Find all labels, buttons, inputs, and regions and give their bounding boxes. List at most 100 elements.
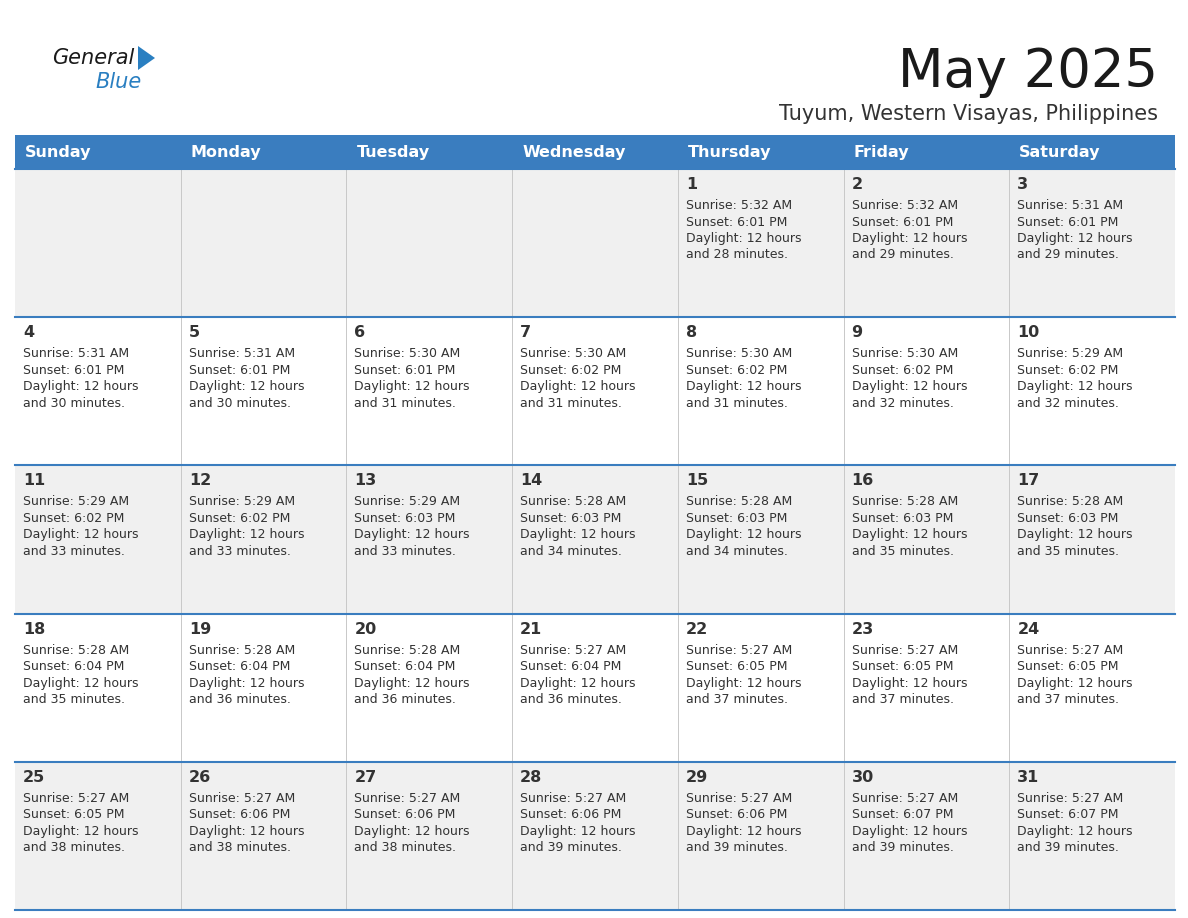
Text: Sunset: 6:07 PM: Sunset: 6:07 PM — [852, 809, 953, 822]
Text: and 39 minutes.: and 39 minutes. — [1017, 841, 1119, 855]
Text: Thursday: Thursday — [688, 144, 771, 160]
Text: Sunset: 6:05 PM: Sunset: 6:05 PM — [23, 809, 125, 822]
Text: Sunset: 6:06 PM: Sunset: 6:06 PM — [354, 809, 456, 822]
Text: 9: 9 — [852, 325, 862, 341]
Text: Sunrise: 5:30 AM: Sunrise: 5:30 AM — [520, 347, 626, 360]
Text: Daylight: 12 hours: Daylight: 12 hours — [189, 677, 304, 689]
Text: Sunset: 6:03 PM: Sunset: 6:03 PM — [354, 512, 456, 525]
Text: Daylight: 12 hours: Daylight: 12 hours — [520, 380, 636, 393]
Text: Daylight: 12 hours: Daylight: 12 hours — [520, 677, 636, 689]
Text: and 30 minutes.: and 30 minutes. — [189, 397, 291, 409]
Text: Sunrise: 5:29 AM: Sunrise: 5:29 AM — [23, 496, 129, 509]
Text: 22: 22 — [685, 621, 708, 636]
Text: and 28 minutes.: and 28 minutes. — [685, 249, 788, 262]
Text: 28: 28 — [520, 770, 543, 785]
Text: and 29 minutes.: and 29 minutes. — [1017, 249, 1119, 262]
Text: Daylight: 12 hours: Daylight: 12 hours — [685, 232, 802, 245]
Text: Sunset: 6:01 PM: Sunset: 6:01 PM — [1017, 216, 1119, 229]
Bar — [15, 135, 181, 169]
Text: 2: 2 — [852, 177, 862, 192]
Text: Sunday: Sunday — [25, 144, 91, 160]
Text: Daylight: 12 hours: Daylight: 12 hours — [1017, 529, 1133, 542]
Text: 23: 23 — [852, 621, 874, 636]
Text: and 38 minutes.: and 38 minutes. — [354, 841, 456, 855]
Text: Blue: Blue — [95, 72, 141, 92]
Text: 20: 20 — [354, 621, 377, 636]
Text: Sunset: 6:04 PM: Sunset: 6:04 PM — [354, 660, 456, 673]
Bar — [347, 135, 512, 169]
Text: Daylight: 12 hours: Daylight: 12 hours — [354, 529, 470, 542]
Text: Daylight: 12 hours: Daylight: 12 hours — [1017, 380, 1133, 393]
Text: Daylight: 12 hours: Daylight: 12 hours — [852, 677, 967, 689]
Bar — [15, 465, 1175, 613]
Text: Sunset: 6:04 PM: Sunset: 6:04 PM — [189, 660, 290, 673]
Text: Sunrise: 5:27 AM: Sunrise: 5:27 AM — [23, 792, 129, 805]
Text: and 33 minutes.: and 33 minutes. — [354, 545, 456, 558]
Text: and 34 minutes.: and 34 minutes. — [685, 545, 788, 558]
Text: 16: 16 — [852, 474, 874, 488]
Text: Daylight: 12 hours: Daylight: 12 hours — [852, 232, 967, 245]
Text: 30: 30 — [852, 770, 874, 785]
Text: Sunrise: 5:27 AM: Sunrise: 5:27 AM — [852, 792, 958, 805]
Text: Sunrise: 5:28 AM: Sunrise: 5:28 AM — [852, 496, 958, 509]
Text: Daylight: 12 hours: Daylight: 12 hours — [852, 824, 967, 838]
Text: Sunrise: 5:27 AM: Sunrise: 5:27 AM — [189, 792, 295, 805]
Text: Sunset: 6:01 PM: Sunset: 6:01 PM — [189, 364, 290, 376]
Text: Saturday: Saturday — [1019, 144, 1101, 160]
Text: Sunset: 6:02 PM: Sunset: 6:02 PM — [852, 364, 953, 376]
Text: Sunrise: 5:30 AM: Sunrise: 5:30 AM — [852, 347, 958, 360]
Text: and 37 minutes.: and 37 minutes. — [685, 693, 788, 706]
Text: and 36 minutes.: and 36 minutes. — [520, 693, 623, 706]
Bar — [843, 135, 1010, 169]
Text: 31: 31 — [1017, 770, 1040, 785]
Text: Sunset: 6:05 PM: Sunset: 6:05 PM — [852, 660, 953, 673]
Bar — [15, 613, 1175, 762]
Text: 8: 8 — [685, 325, 697, 341]
Text: Sunrise: 5:28 AM: Sunrise: 5:28 AM — [23, 644, 129, 656]
Text: Sunset: 6:03 PM: Sunset: 6:03 PM — [685, 512, 788, 525]
Text: 11: 11 — [23, 474, 45, 488]
Text: Tuyum, Western Visayas, Philippines: Tuyum, Western Visayas, Philippines — [779, 104, 1158, 124]
Text: and 36 minutes.: and 36 minutes. — [189, 693, 291, 706]
Text: Daylight: 12 hours: Daylight: 12 hours — [23, 380, 139, 393]
Text: and 32 minutes.: and 32 minutes. — [852, 397, 954, 409]
Text: Sunrise: 5:27 AM: Sunrise: 5:27 AM — [354, 792, 461, 805]
Text: Sunset: 6:01 PM: Sunset: 6:01 PM — [23, 364, 125, 376]
Bar — [512, 135, 678, 169]
Text: Sunset: 6:03 PM: Sunset: 6:03 PM — [520, 512, 621, 525]
Text: Sunrise: 5:28 AM: Sunrise: 5:28 AM — [1017, 496, 1124, 509]
Text: Sunset: 6:07 PM: Sunset: 6:07 PM — [1017, 809, 1119, 822]
Text: and 35 minutes.: and 35 minutes. — [1017, 545, 1119, 558]
Text: and 29 minutes.: and 29 minutes. — [852, 249, 954, 262]
Text: 19: 19 — [189, 621, 211, 636]
Bar — [15, 169, 1175, 318]
Text: Sunrise: 5:28 AM: Sunrise: 5:28 AM — [685, 496, 792, 509]
Text: Sunset: 6:02 PM: Sunset: 6:02 PM — [1017, 364, 1119, 376]
Text: Sunset: 6:02 PM: Sunset: 6:02 PM — [189, 512, 290, 525]
Text: and 35 minutes.: and 35 minutes. — [852, 545, 954, 558]
Text: Daylight: 12 hours: Daylight: 12 hours — [1017, 677, 1133, 689]
Text: 12: 12 — [189, 474, 211, 488]
Text: 14: 14 — [520, 474, 543, 488]
Text: Sunrise: 5:27 AM: Sunrise: 5:27 AM — [685, 792, 792, 805]
Text: Sunrise: 5:29 AM: Sunrise: 5:29 AM — [189, 496, 295, 509]
Text: 27: 27 — [354, 770, 377, 785]
Text: Monday: Monday — [191, 144, 261, 160]
Text: 25: 25 — [23, 770, 45, 785]
Text: Sunset: 6:03 PM: Sunset: 6:03 PM — [1017, 512, 1119, 525]
Text: Sunrise: 5:28 AM: Sunrise: 5:28 AM — [520, 496, 626, 509]
Text: Sunrise: 5:31 AM: Sunrise: 5:31 AM — [1017, 199, 1124, 212]
Text: Sunrise: 5:27 AM: Sunrise: 5:27 AM — [1017, 644, 1124, 656]
Text: and 31 minutes.: and 31 minutes. — [354, 397, 456, 409]
Text: Sunrise: 5:27 AM: Sunrise: 5:27 AM — [520, 644, 626, 656]
Text: Daylight: 12 hours: Daylight: 12 hours — [23, 529, 139, 542]
Text: Daylight: 12 hours: Daylight: 12 hours — [189, 380, 304, 393]
Text: and 32 minutes.: and 32 minutes. — [1017, 397, 1119, 409]
Text: Daylight: 12 hours: Daylight: 12 hours — [520, 824, 636, 838]
Text: and 35 minutes.: and 35 minutes. — [23, 693, 125, 706]
Bar — [678, 135, 843, 169]
Text: and 39 minutes.: and 39 minutes. — [852, 841, 954, 855]
Text: Sunrise: 5:30 AM: Sunrise: 5:30 AM — [685, 347, 792, 360]
Text: Sunset: 6:01 PM: Sunset: 6:01 PM — [852, 216, 953, 229]
Text: 1: 1 — [685, 177, 697, 192]
